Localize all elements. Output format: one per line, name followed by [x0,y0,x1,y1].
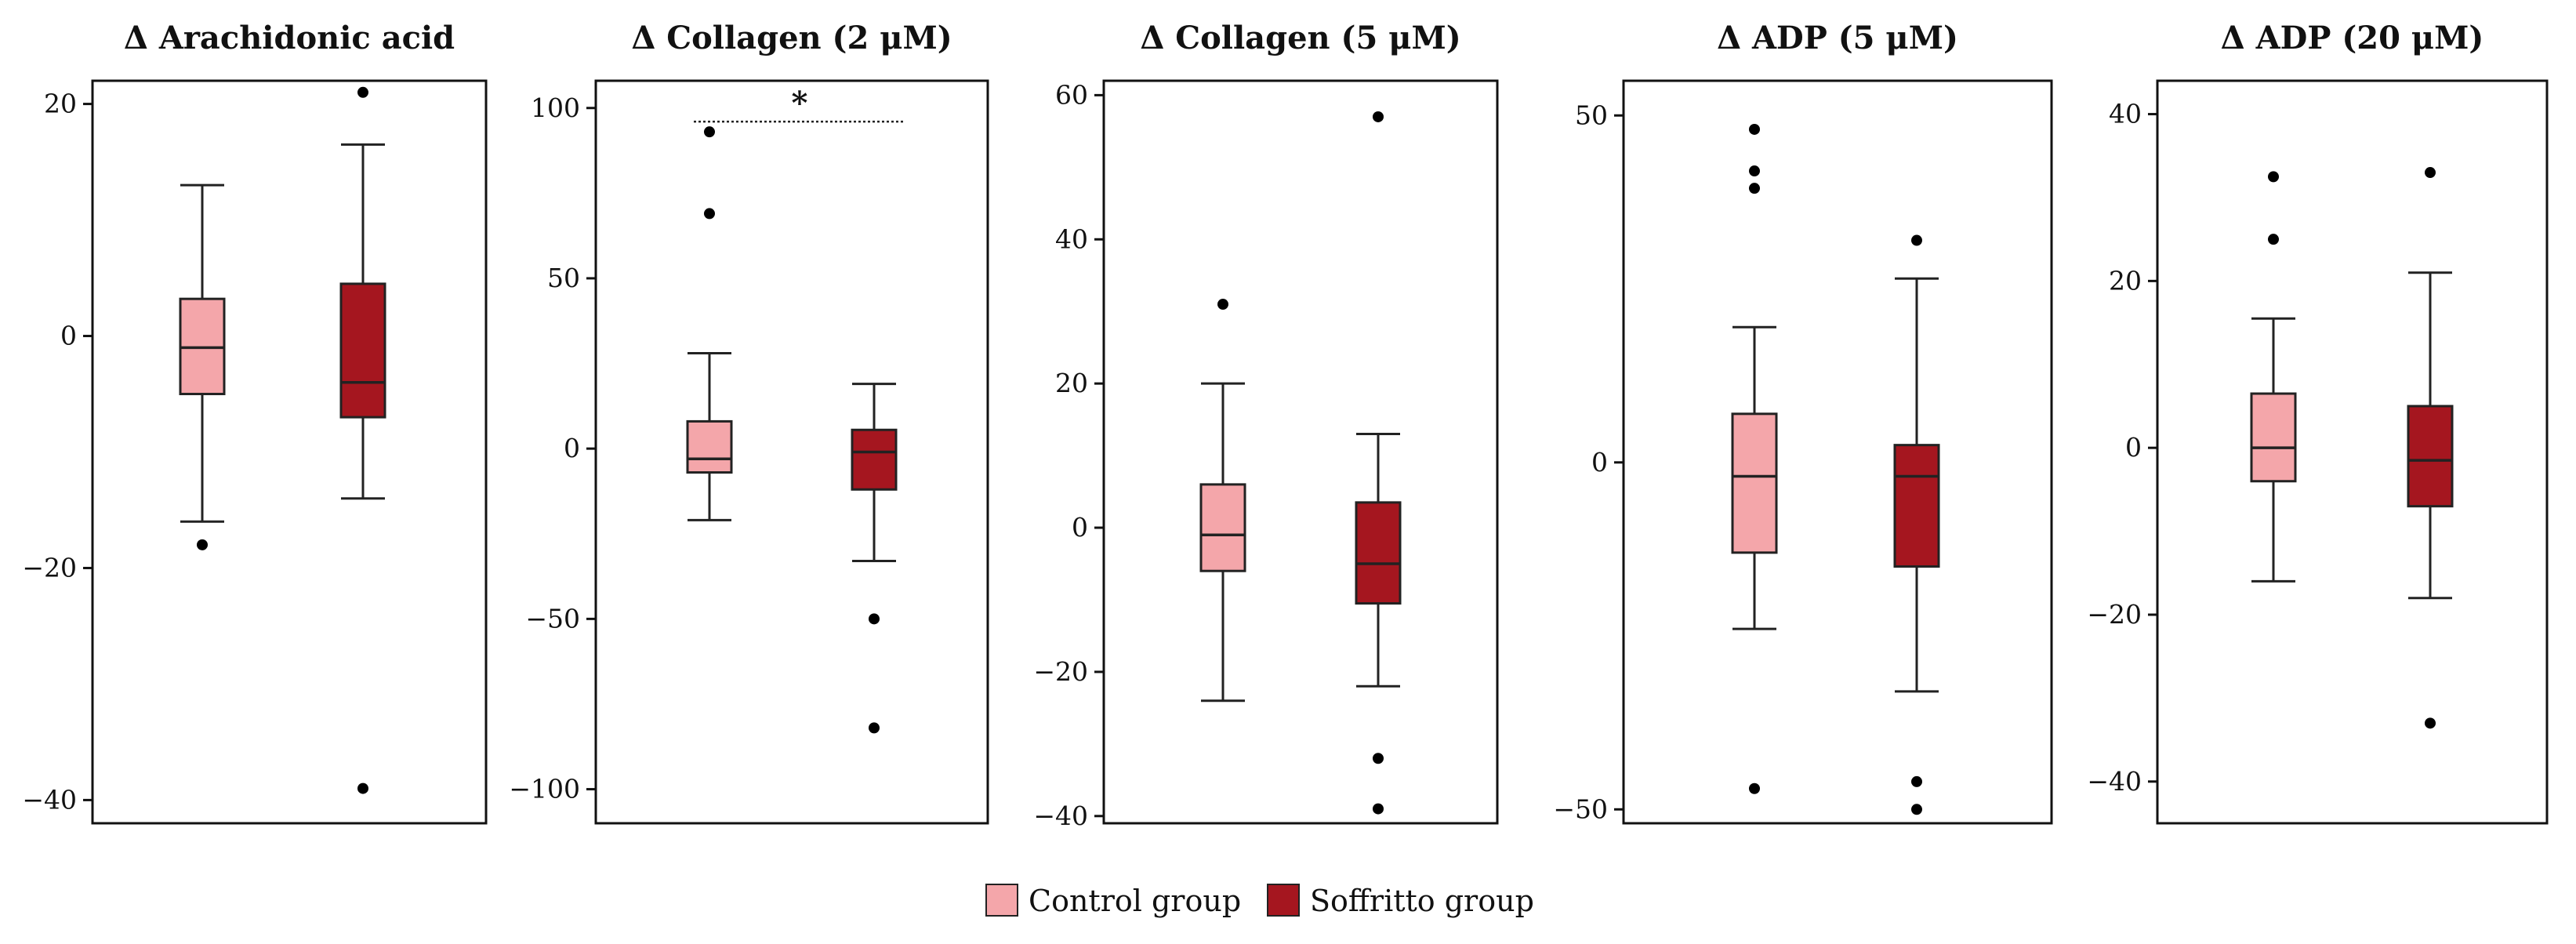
box-soffritto [851,383,898,734]
iqr-box [2250,392,2297,483]
outlier-point [1749,123,1760,135]
box-control [1731,123,1778,794]
outlier-point [1911,234,1922,246]
iqr-box [2407,405,2454,508]
outlier-point [1373,753,1384,764]
iqr-box [339,282,386,419]
outlier-point [1749,165,1760,177]
outlier-point [357,782,368,794]
y-tick-label: 20 [44,89,77,119]
y-tick-label: −20 [2087,599,2142,630]
y-tick-label: 0 [2125,432,2142,463]
y-tick-label: 100 [531,93,580,123]
plot-frame [2156,79,2549,825]
legend-swatch-soffritto [1267,884,1300,917]
chart-panel-4: Δ ADP (5 μM) 50 0 −50 [1553,20,2053,825]
y-tick-label: −40 [1033,801,1088,831]
y-tick-label: −20 [22,552,77,583]
y-tick-label: 0 [60,321,77,351]
y-tick-label: −50 [1553,793,1608,824]
outlier-point [1217,299,1228,310]
iqr-box [686,419,733,474]
iqr-box [1893,444,1940,568]
panel-title: Δ ADP (20 μM) [2221,20,2484,56]
panel-title: Δ ADP (5 μM) [1717,20,1958,56]
chart-panel-5: Δ ADP (20 μM) 40 20 0 −20 −40 [2087,20,2549,825]
outlier-point [704,126,715,138]
outlier-point [1911,804,1922,815]
chart-panel-2: Δ Collagen (2 μM) 100 50 0 −50 −100 * [509,20,989,825]
legend-label-soffritto: Soffritto group [1310,884,1534,918]
legend: Control group Soffritto group [985,884,1534,918]
box-control [179,183,226,550]
outlier-point [869,613,880,625]
y-tick-label: 60 [1055,79,1088,110]
outlier-point [1749,183,1760,194]
y-tick-label: 50 [547,263,580,293]
outlier-point [197,539,208,550]
box-soffritto [1355,111,1402,815]
iqr-box [851,428,898,491]
chart-panel-1: Δ Arachidonic acid 20 0 −20 −40 [22,20,488,825]
legend-swatch-control [985,884,1018,917]
panel-title: Δ Collagen (5 μM) [1140,20,1460,56]
plot-frame [594,79,989,825]
y-tick-label: 40 [1055,223,1088,254]
iqr-box [1199,483,1246,572]
y-tick-label: 20 [1055,368,1088,398]
box-soffritto [1893,234,1940,815]
outlier-point [704,208,715,220]
significance-label: * [792,85,808,122]
outlier-point [1911,775,1922,787]
outlier-point [2425,167,2436,179]
plot-frame [91,79,488,825]
box-control [1199,299,1246,703]
chart-panel-3: Δ Collagen (5 μM) 60 40 20 0 −20 −40 [1033,20,1499,831]
outlier-point [2425,717,2436,729]
outlier-point [1373,803,1384,815]
plot-frame [1102,79,1499,825]
outlier-point [1749,782,1760,794]
box-soffritto [2407,167,2454,729]
y-tick-label: 50 [1575,100,1608,130]
y-tick-label: 0 [564,433,580,463]
iqr-box [1355,501,1402,605]
y-tick-label: −100 [509,774,580,804]
box-control [2250,171,2297,583]
box-soffritto [339,86,386,794]
panel-title: Δ Collagen (2 μM) [631,20,952,56]
outlier-point [2268,234,2279,245]
outlier-point [869,722,880,734]
box-control [686,126,733,521]
y-tick-label: −50 [525,603,580,634]
outlier-point [1373,111,1384,122]
iqr-box [1731,412,1778,554]
y-tick-label: 0 [1072,512,1088,543]
y-tick-label: 0 [1591,447,1608,477]
y-tick-label: 40 [2109,99,2142,129]
y-tick-label: −40 [2087,766,2142,797]
legend-label-control: Control group [1029,884,1241,918]
y-tick-label: −20 [1033,656,1088,687]
outlier-point [2268,171,2279,183]
outlier-point [357,86,368,98]
panel-title: Δ Arachidonic acid [124,20,455,56]
y-tick-label: −40 [22,784,77,815]
plot-frame [1622,79,2053,825]
y-tick-label: 20 [2109,265,2142,296]
